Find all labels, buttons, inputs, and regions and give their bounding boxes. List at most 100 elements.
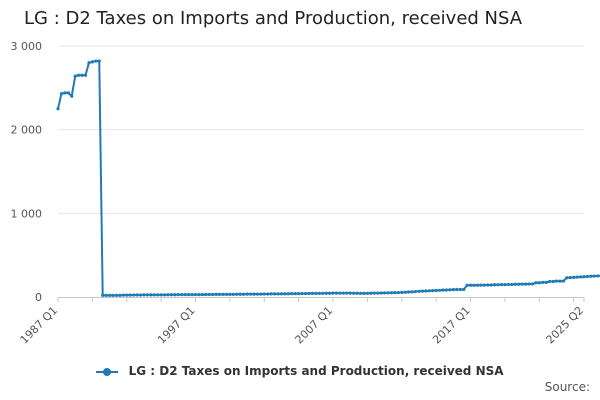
data-point[interactable]: [520, 282, 524, 286]
data-point[interactable]: [372, 291, 376, 295]
data-point[interactable]: [517, 282, 521, 286]
data-point[interactable]: [255, 292, 259, 296]
data-point[interactable]: [424, 289, 428, 293]
data-point[interactable]: [589, 274, 593, 278]
data-point[interactable]: [149, 293, 153, 297]
data-point[interactable]: [107, 293, 112, 297]
data-point[interactable]: [592, 274, 596, 278]
data-point[interactable]: [293, 292, 297, 296]
data-point[interactable]: [142, 293, 146, 297]
data-point[interactable]: [317, 291, 321, 295]
data-point[interactable]: [310, 291, 315, 296]
data-point[interactable]: [596, 274, 600, 278]
data-point[interactable]: [410, 290, 414, 294]
data-point[interactable]: [548, 279, 552, 284]
data-point[interactable]: [427, 289, 431, 293]
data-point[interactable]: [303, 291, 308, 296]
data-point[interactable]: [383, 291, 387, 295]
data-point[interactable]: [77, 73, 81, 77]
data-point[interactable]: [266, 292, 270, 296]
data-point[interactable]: [211, 292, 215, 297]
data-point[interactable]: [252, 292, 256, 296]
data-point[interactable]: [400, 290, 404, 294]
data-point[interactable]: [503, 283, 507, 287]
data-point[interactable]: [327, 291, 332, 295]
data-point[interactable]: [455, 287, 459, 292]
data-point[interactable]: [145, 293, 149, 297]
data-point[interactable]: [386, 291, 390, 295]
data-point[interactable]: [248, 292, 253, 296]
data-point[interactable]: [204, 292, 208, 297]
data-point[interactable]: [499, 283, 504, 287]
data-point[interactable]: [448, 288, 452, 292]
data-point[interactable]: [259, 292, 263, 296]
data-point[interactable]: [132, 293, 136, 297]
data-point[interactable]: [578, 275, 583, 279]
data-point[interactable]: [56, 107, 60, 111]
data-point[interactable]: [444, 288, 449, 292]
data-point[interactable]: [197, 292, 201, 297]
data-point[interactable]: [224, 292, 229, 296]
data-point[interactable]: [245, 292, 249, 296]
data-point[interactable]: [506, 282, 510, 287]
data-point[interactable]: [561, 279, 565, 283]
data-point[interactable]: [135, 293, 139, 297]
data-point[interactable]: [94, 59, 98, 63]
data-point[interactable]: [379, 291, 383, 295]
data-point[interactable]: [334, 291, 339, 295]
data-point[interactable]: [166, 293, 170, 297]
data-point[interactable]: [111, 293, 115, 297]
data-point[interactable]: [307, 291, 311, 296]
data-point[interactable]: [575, 275, 579, 279]
data-point[interactable]: [582, 275, 586, 279]
data-point[interactable]: [434, 288, 438, 293]
data-point[interactable]: [83, 73, 88, 77]
data-point[interactable]: [169, 293, 174, 297]
data-point[interactable]: [331, 291, 335, 295]
data-point[interactable]: [193, 292, 198, 297]
data-point[interactable]: [389, 291, 394, 295]
data-point[interactable]: [114, 293, 119, 297]
data-point[interactable]: [214, 292, 218, 297]
data-point[interactable]: [458, 287, 462, 292]
data-point[interactable]: [417, 289, 421, 293]
data-point[interactable]: [70, 94, 74, 98]
data-point[interactable]: [156, 293, 160, 297]
data-point[interactable]: [207, 292, 211, 297]
data-point[interactable]: [97, 59, 101, 63]
data-point[interactable]: [138, 293, 143, 297]
data-point[interactable]: [87, 61, 91, 65]
data-point[interactable]: [475, 283, 480, 287]
data-point[interactable]: [376, 291, 380, 295]
data-point[interactable]: [413, 289, 418, 294]
data-point[interactable]: [300, 291, 304, 296]
data-point[interactable]: [486, 283, 490, 287]
data-point[interactable]: [407, 290, 411, 294]
data-point[interactable]: [565, 276, 569, 280]
data-point[interactable]: [554, 279, 559, 283]
data-point[interactable]: [297, 291, 301, 296]
data-point[interactable]: [441, 288, 445, 292]
data-point[interactable]: [221, 292, 225, 297]
data-point[interactable]: [101, 293, 105, 297]
data-point[interactable]: [585, 274, 590, 279]
data-point[interactable]: [341, 291, 345, 295]
data-point[interactable]: [180, 293, 184, 297]
data-point[interactable]: [358, 291, 363, 295]
data-point[interactable]: [152, 293, 156, 297]
data-point[interactable]: [73, 74, 77, 78]
data-point[interactable]: [173, 293, 177, 297]
data-point[interactable]: [269, 292, 273, 296]
data-point[interactable]: [162, 293, 167, 297]
data-point[interactable]: [420, 289, 425, 293]
data-point[interactable]: [572, 275, 576, 279]
data-point[interactable]: [558, 279, 562, 283]
data-point[interactable]: [369, 291, 373, 295]
data-point[interactable]: [403, 290, 407, 294]
data-point[interactable]: [283, 292, 287, 296]
data-point[interactable]: [262, 292, 266, 296]
data-point[interactable]: [63, 91, 67, 95]
data-point[interactable]: [568, 275, 572, 280]
data-point[interactable]: [128, 293, 132, 297]
data-point[interactable]: [530, 282, 535, 286]
